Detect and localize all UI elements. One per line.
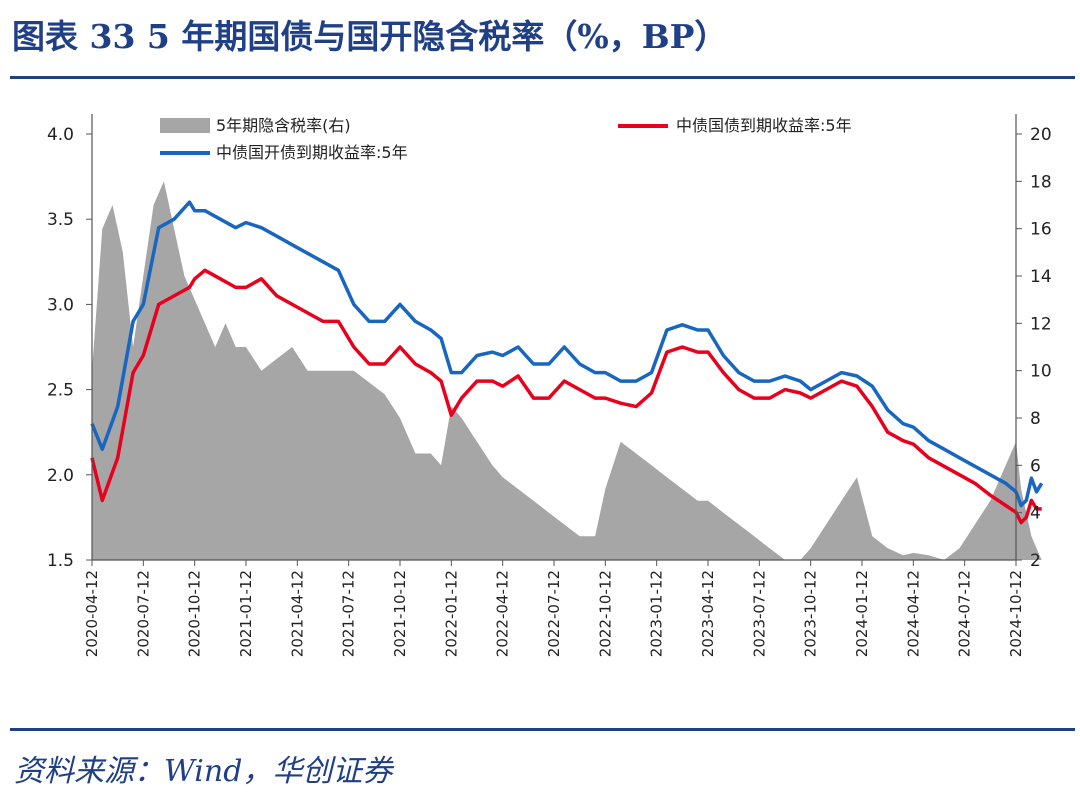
left-tick-label: 1.5 — [47, 551, 74, 571]
x-tick-label: 2020-10-12 — [186, 570, 204, 657]
right-tick-label: 2 — [1030, 551, 1041, 571]
right-tick-label: 16 — [1030, 220, 1052, 240]
legend-label-blue: 中债国开债到期收益率:5年 — [216, 143, 408, 162]
legend-label-area: 5年期隐含税率(右) — [216, 116, 351, 135]
x-tick-label: 2021-04-12 — [288, 570, 306, 657]
right-tick-label: 6 — [1030, 456, 1041, 476]
right-tick-label: 18 — [1030, 172, 1052, 192]
x-tick-label: 2022-10-12 — [596, 570, 614, 657]
right-tick-label: 20 — [1030, 125, 1052, 145]
x-tick-label: 2023-04-12 — [699, 570, 717, 657]
x-tick-label: 2021-01-12 — [237, 570, 255, 657]
legend-label-red: 中债国债到期收益率:5年 — [676, 116, 852, 135]
right-tick-label: 14 — [1030, 267, 1052, 287]
x-tick-label: 2021-10-12 — [391, 570, 409, 657]
right-tick-label: 10 — [1030, 362, 1052, 382]
x-tick-label: 2021-07-12 — [340, 570, 358, 657]
x-tick-label: 2022-01-12 — [442, 570, 460, 657]
x-tick-label: 2020-07-12 — [134, 570, 152, 657]
left-tick-label: 3.5 — [47, 210, 74, 230]
figure-title: 图表 33 5 年期国债与国开隐含税率（%，BP） — [12, 17, 728, 56]
x-tick-label: 2023-01-12 — [648, 570, 666, 657]
x-tick-label: 2024-04-12 — [904, 570, 922, 657]
plot-area — [90, 181, 1044, 561]
x-tick-label: 2024-10-12 — [1007, 570, 1025, 657]
series-line-treasury-5y — [90, 268, 1042, 525]
title-rule — [10, 76, 1075, 79]
x-tick-label: 2023-07-12 — [750, 570, 768, 657]
x-tick-label: 2020-04-12 — [83, 570, 101, 657]
right-tick-label: 12 — [1030, 314, 1052, 334]
left-tick-label: 4.0 — [47, 125, 74, 145]
x-tick-label: 2023-10-12 — [802, 570, 820, 657]
legend-swatch-area — [160, 118, 210, 133]
left-tick-label: 3.0 — [47, 295, 74, 315]
series-area-implied-tax-rate — [92, 181, 1042, 561]
x-tick-label: 2022-07-12 — [545, 570, 563, 657]
left-tick-label: 2.5 — [47, 381, 74, 401]
left-tick-label: 2.0 — [47, 466, 74, 486]
right-tick-label: 8 — [1030, 409, 1041, 429]
source-rule — [10, 728, 1075, 731]
x-tick-label: 2022-04-12 — [494, 570, 512, 657]
x-tick-label: 2024-01-12 — [853, 570, 871, 657]
legend: 5年期隐含税率(右) 中债国债到期收益率:5年 中债国开债到期收益率:5年 — [160, 116, 852, 162]
chart: 5年期隐含税率(右) 中债国债到期收益率:5年 中债国开债到期收益率:5年 1.… — [47, 114, 1052, 657]
series-line-cdb-5y — [90, 200, 1044, 508]
right-tick-label: 4 — [1030, 504, 1041, 524]
source-note: 资料来源：Wind，华创证券 — [14, 754, 393, 789]
x-tick-label: 2024-07-12 — [956, 570, 974, 657]
axes: 1.5 2.0 2.5 3.0 3.5 4.0 2 4 6 8 10 12 14 16 18 20 2020-0… — [47, 114, 1052, 657]
